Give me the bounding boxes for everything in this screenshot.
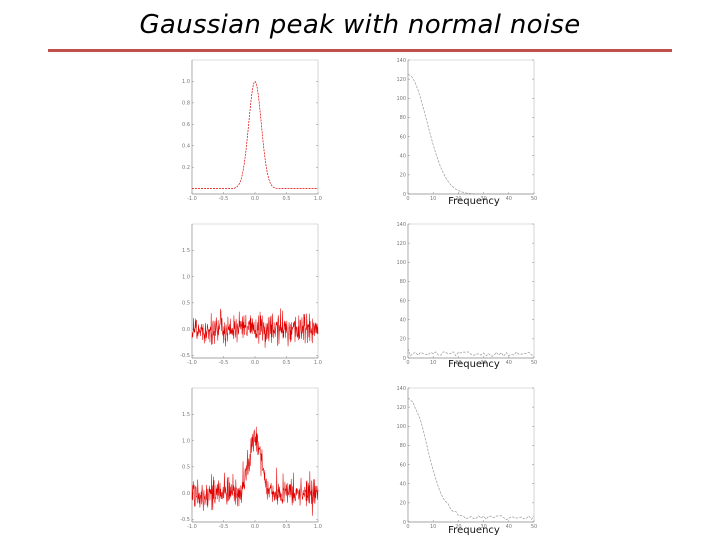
x-tick-label: 0	[406, 524, 409, 530]
x-tick-label: 1.0	[314, 196, 322, 202]
x-tick-label: 0	[406, 360, 409, 366]
spectrum-clean-xlabel: Frequency	[448, 196, 500, 207]
x-tick-label: 50	[531, 196, 537, 202]
y-tick-label: 1.0	[182, 274, 190, 280]
x-tick-label: -1.0	[187, 196, 197, 202]
y-tick-label: 0.5	[182, 301, 190, 307]
x-tick-label: -0.5	[219, 524, 229, 530]
x-tick-label: 40	[506, 524, 512, 530]
x-tick-label: 20	[455, 360, 461, 366]
y-tick-label: -0.5	[180, 353, 190, 359]
spectrum-noise-xlabel: Frequency	[448, 359, 500, 370]
y-tick-label: 1.5	[182, 248, 190, 254]
y-tick-label: 120	[396, 405, 406, 411]
x-tick-label: 0.0	[251, 524, 259, 530]
y-tick-label: 1.0	[182, 438, 190, 444]
x-tick-label: 50	[531, 524, 537, 530]
y-tick-label: 1.5	[182, 412, 190, 418]
y-tick-label: 40	[400, 318, 406, 324]
y-tick-label: 0.8	[182, 101, 190, 107]
series-line	[407, 348, 535, 357]
x-tick-label: 0.0	[251, 196, 259, 202]
x-tick-label: -0.5	[219, 196, 229, 202]
x-tick-label: 0.0	[251, 360, 259, 366]
y-tick-label: 100	[396, 424, 406, 430]
x-tick-label: -1.0	[187, 360, 197, 366]
x-tick-label: 30	[480, 196, 486, 202]
spectrum-noise-plot: 0 10 20 30 40 50 0 20 40 60 80 100 120 140	[396, 222, 537, 366]
series-line	[191, 308, 319, 348]
x-tick-label: 0	[406, 196, 409, 202]
x-tick-label: 1.0	[314, 360, 322, 366]
y-tick-label: 0.0	[182, 327, 190, 333]
y-tick-label: 0.6	[182, 122, 190, 128]
x-tick-label: -0.5	[219, 360, 229, 366]
y-tick-label: 80	[400, 443, 406, 449]
y-tick-label: 60	[400, 298, 406, 304]
y-tick-label: 100	[396, 260, 406, 266]
x-tick-label: 20	[455, 524, 461, 530]
series-line	[192, 80, 318, 189]
y-tick-label: 40	[400, 482, 406, 488]
spectrum-clean-plot: 0 10 20 30 40 50 0 20 40 60 80 100 120 140	[396, 58, 537, 202]
y-tick-label: 80	[400, 279, 406, 285]
y-tick-label: 140	[396, 222, 406, 228]
x-tick-label: 10	[430, 360, 436, 366]
title-rule	[48, 49, 672, 52]
x-tick-label: 10	[430, 524, 436, 530]
signal-peak-noise-plot: -1.0 -0.5 0.0 0.5 1.0-0.50.00.51.01.5	[180, 387, 322, 530]
y-tick-label: 20	[400, 173, 406, 179]
y-tick-label: 20	[400, 501, 406, 507]
y-tick-label: 60	[400, 134, 406, 140]
y-tick-label: 80	[400, 115, 406, 121]
spectrum-peak-noise-xlabel: Frequency	[448, 525, 500, 536]
y-tick-label: 40	[400, 154, 406, 160]
spectrum-peak-noise-plot: 0 10 20 30 40 50 0 20 40 60 80 100 120 140	[396, 386, 537, 530]
y-tick-label: 120	[396, 241, 406, 247]
signal-clean-plot: -1.0 -0.5 0.0 0.5 1.0 0.2 0.4 0.6 0.8 1.0	[182, 59, 322, 202]
x-tick-label: 0.5	[283, 196, 291, 202]
y-tick-label: 140	[396, 58, 406, 64]
series-line	[191, 426, 319, 516]
y-tick-label: 0	[403, 192, 406, 198]
y-tick-label: 0.0	[182, 491, 190, 497]
x-tick-label: 10	[430, 196, 436, 202]
y-tick-label: 0.2	[182, 165, 190, 171]
x-tick-label: 20	[455, 196, 461, 202]
x-tick-label: 40	[506, 360, 512, 366]
x-tick-label: 1.0	[314, 524, 322, 530]
y-tick-label: 20	[400, 337, 406, 343]
x-tick-label: -1.0	[187, 524, 197, 530]
x-tick-label: 0.5	[283, 524, 291, 530]
signal-noise-plot: -1.0 -0.5 0.0 0.5 1.0-0.50.00.51.01.5	[180, 223, 322, 366]
x-tick-label: 30	[480, 524, 486, 530]
x-tick-label: 40	[506, 196, 512, 202]
y-tick-label: 1.0	[182, 79, 190, 85]
y-tick-label: 60	[400, 462, 406, 468]
slide-title: Gaussian peak with normal noise	[139, 10, 581, 40]
y-tick-label: 0	[403, 356, 406, 362]
series-line	[407, 397, 535, 521]
x-tick-label: 50	[531, 360, 537, 366]
y-tick-label: 0.4	[182, 144, 190, 150]
series-line	[407, 74, 534, 195]
y-tick-label: 140	[396, 386, 406, 392]
y-tick-label: -0.5	[180, 517, 190, 523]
y-tick-label: 0	[403, 520, 406, 526]
y-tick-label: 0.5	[182, 465, 190, 471]
y-tick-label: 100	[396, 96, 406, 102]
y-tick-label: 120	[396, 77, 406, 83]
x-tick-label: 30	[480, 360, 486, 366]
x-tick-label: 0.5	[283, 360, 291, 366]
